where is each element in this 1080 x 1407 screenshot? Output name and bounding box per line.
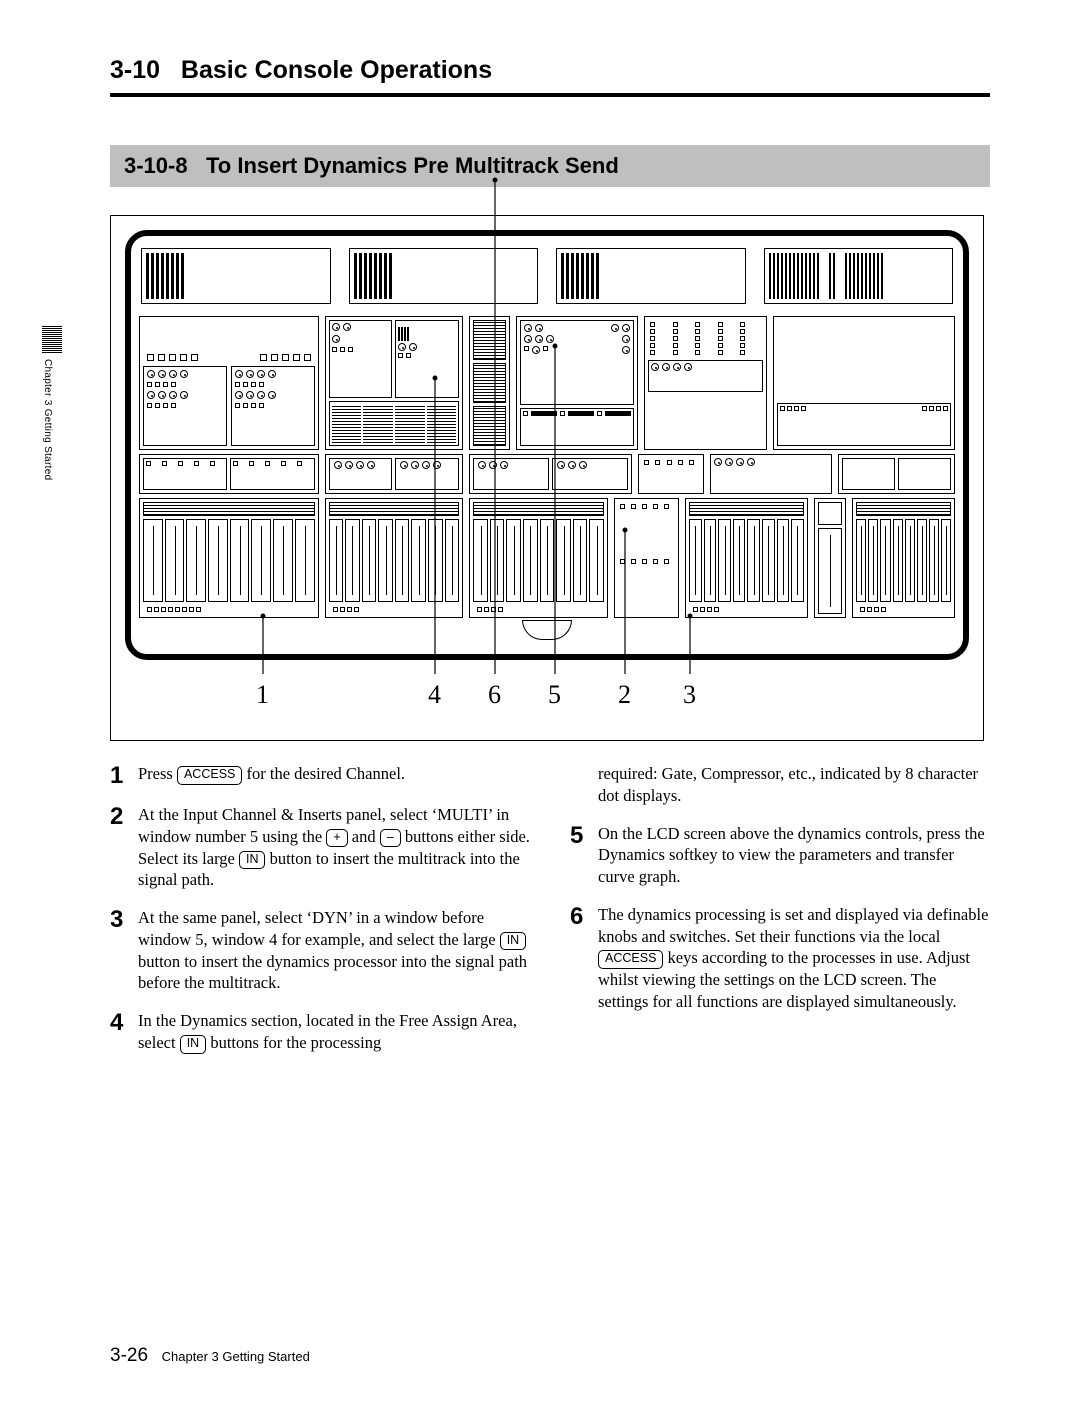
callout-label: 3 xyxy=(683,680,696,710)
keycap-plus: + xyxy=(326,829,347,848)
callout-label: 1 xyxy=(256,680,269,710)
step-number: 3 xyxy=(110,907,138,994)
instruction-step: 6The dynamics processing is set and disp… xyxy=(570,904,990,1013)
instruction-step: 3At the same panel, select ‘DYN’ in a wi… xyxy=(110,907,530,994)
step-text: required: Gate, Compressor, etc., indica… xyxy=(598,763,990,807)
step-number: 6 xyxy=(570,904,598,1013)
step-text: At the Input Channel & Inserts panel, se… xyxy=(138,804,530,891)
step-text: On the LCD screen above the dynamics con… xyxy=(598,823,990,888)
console-diagram: 1 4 6 5 2 3 xyxy=(110,215,984,741)
step-number: 1 xyxy=(110,763,138,788)
instruction-column-right: required: Gate, Compressor, etc., indica… xyxy=(570,763,990,1070)
keycap-in: IN xyxy=(500,932,527,951)
instruction-column-left: 1Press ACCESS for the desired Channel.2A… xyxy=(110,763,530,1070)
keycap-in: IN xyxy=(180,1035,207,1054)
step-number xyxy=(570,763,598,807)
instruction-step: 4In the Dynamics section, located in the… xyxy=(110,1010,530,1054)
instruction-columns: 1Press ACCESS for the desired Channel.2A… xyxy=(110,763,990,1070)
callout-label: 6 xyxy=(488,680,501,710)
instruction-step: 1Press ACCESS for the desired Channel. xyxy=(110,763,530,788)
step-number: 2 xyxy=(110,804,138,891)
step-number: 5 xyxy=(570,823,598,888)
callout-label: 2 xyxy=(618,680,631,710)
keycap-in: IN xyxy=(239,851,266,870)
callout-label: 4 xyxy=(428,680,441,710)
step-text: At the same panel, select ‘DYN’ in a win… xyxy=(138,907,530,994)
keycap-access: ACCESS xyxy=(177,766,242,785)
keycap-access: ACCESS xyxy=(598,950,663,969)
callout-layer: 1 4 6 5 2 3 xyxy=(125,656,969,710)
step-text: Press ACCESS for the desired Channel. xyxy=(138,763,530,788)
keycap-minus: – xyxy=(380,829,401,848)
step-text: In the Dynamics section, located in the … xyxy=(138,1010,530,1054)
step-number: 4 xyxy=(110,1010,138,1054)
step-text: The dynamics processing is set and displ… xyxy=(598,904,990,1013)
footer-chapter: Chapter 3 Getting Started xyxy=(162,1349,310,1364)
callout-label: 5 xyxy=(548,680,561,710)
instruction-step: required: Gate, Compressor, etc., indica… xyxy=(570,763,990,807)
instruction-step: 5On the LCD screen above the dynamics co… xyxy=(570,823,990,888)
instruction-step: 2At the Input Channel & Inserts panel, s… xyxy=(110,804,530,891)
page-footer: 3-26 Chapter 3 Getting Started xyxy=(110,1345,310,1367)
footer-page-number: 3-26 xyxy=(110,1345,148,1366)
